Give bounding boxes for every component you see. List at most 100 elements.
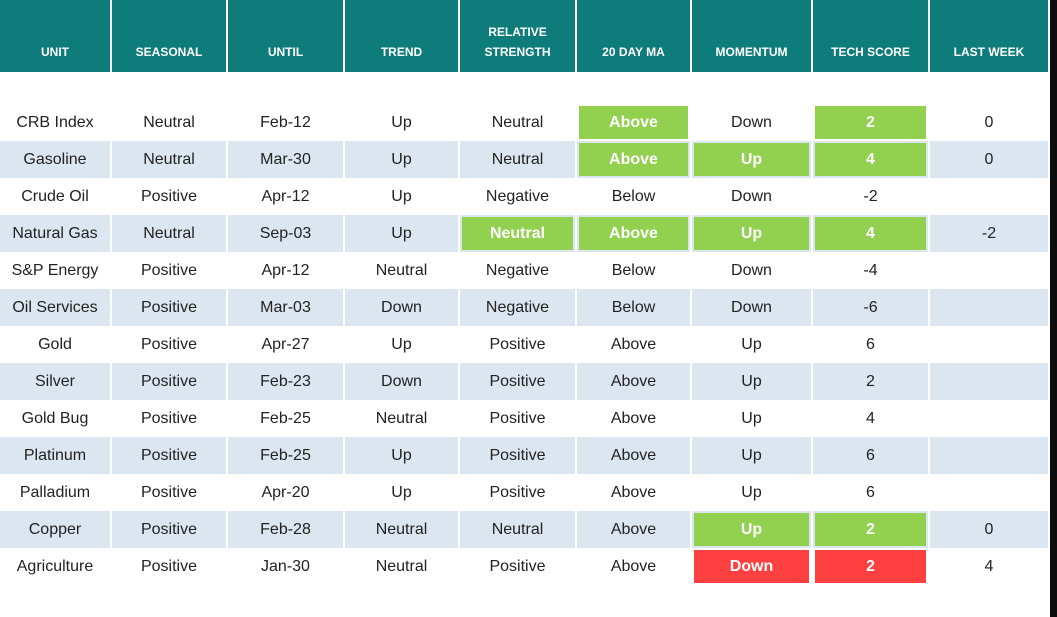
table-cell: Neutral — [345, 511, 460, 548]
highlight-cell: Above — [579, 143, 688, 176]
table-cell: Positive — [112, 363, 228, 400]
table-cell: Negative — [460, 289, 577, 326]
table-cell: S&P Energy — [0, 252, 112, 289]
table-cell: Up — [692, 400, 813, 437]
table-cell: 2 — [813, 548, 930, 585]
table-cell: Positive — [460, 474, 577, 511]
table-cell: Neutral — [345, 252, 460, 289]
table-cell: Down — [345, 363, 460, 400]
table-row: Agriculture Positive Jan-30 Neutral Positive… — [0, 548, 1050, 585]
table-cell: Up — [345, 326, 460, 363]
table-row: Copper Positive Feb-28 Neutral Neutral Above U… — [0, 511, 1050, 548]
table-cell: Positive — [112, 548, 228, 585]
table-cell — [930, 474, 1050, 511]
table-cell: 0 — [930, 141, 1050, 178]
table-cell: Feb-25 — [228, 437, 345, 474]
table-cell: Up — [692, 437, 813, 474]
table-cell: Down — [345, 289, 460, 326]
table-cell: Up — [692, 511, 813, 548]
table-cell: Positive — [112, 400, 228, 437]
table-cell: Positive — [112, 474, 228, 511]
table-cell: -4 — [813, 252, 930, 289]
table-cell: CRB Index — [0, 104, 112, 141]
table-cell: Below — [577, 289, 692, 326]
table-cell: Up — [692, 474, 813, 511]
table-cell: Below — [577, 252, 692, 289]
table-cell: Neutral — [112, 104, 228, 141]
table-cell: 0 — [930, 511, 1050, 548]
table-row: Oil Services Positive Mar-03 Down Negative Be… — [0, 289, 1050, 326]
table-cell: Above — [577, 437, 692, 474]
spacer-cell — [0, 585, 1050, 617]
highlight-cell: Up — [694, 217, 809, 250]
table-cell: Feb-28 — [228, 511, 345, 548]
table-cell — [930, 178, 1050, 215]
table-cell: -6 — [813, 289, 930, 326]
table-cell: Up — [345, 215, 460, 252]
table-cell: Positive — [460, 363, 577, 400]
highlight-cell: Above — [579, 217, 688, 250]
table-cell: Positive — [460, 400, 577, 437]
table-cell — [930, 252, 1050, 289]
table-cell: Above — [577, 363, 692, 400]
table-cell: Up — [692, 215, 813, 252]
table-cell: 0 — [930, 104, 1050, 141]
table-cell: Above — [577, 326, 692, 363]
highlight-cell: 2 — [815, 513, 926, 546]
table-cell: Feb-25 — [228, 400, 345, 437]
column-header: RELATIVE STRENGTH — [460, 0, 577, 72]
table-cell: Gasoline — [0, 141, 112, 178]
column-header: UNTIL — [228, 0, 345, 72]
table-cell: Up — [345, 437, 460, 474]
table-cell: Oil Services — [0, 289, 112, 326]
table-cell: Platinum — [0, 437, 112, 474]
table-cell: Up — [345, 178, 460, 215]
table-cell — [930, 363, 1050, 400]
table-cell: Above — [577, 141, 692, 178]
table-cell: -2 — [813, 178, 930, 215]
table-cell: Up — [345, 141, 460, 178]
table-cell: Up — [345, 474, 460, 511]
table-cell: Negative — [460, 178, 577, 215]
spacer-row — [0, 585, 1050, 617]
table-body: CRB Index Neutral Feb-12 Up Neutral Above Down… — [0, 72, 1050, 617]
table-cell: 2 — [813, 511, 930, 548]
table-cell: Positive — [460, 548, 577, 585]
column-header: TECH SCORE — [813, 0, 930, 72]
table-cell: Neutral — [460, 215, 577, 252]
table-cell — [930, 326, 1050, 363]
table-cell: Above — [577, 511, 692, 548]
table-cell: 6 — [813, 326, 930, 363]
table-cell: Above — [577, 548, 692, 585]
table-cell: Crude Oil — [0, 178, 112, 215]
highlight-cell: 2 — [815, 550, 926, 583]
column-header: MOMENTUM — [692, 0, 813, 72]
table-cell: Above — [577, 215, 692, 252]
table-row: S&P Energy Positive Apr-12 Neutral Negative B… — [0, 252, 1050, 289]
highlight-cell: Up — [694, 513, 809, 546]
table-cell: 4 — [930, 548, 1050, 585]
table-cell: Up — [692, 141, 813, 178]
table-row: Gold Bug Positive Feb-25 Neutral Positive Abo… — [0, 400, 1050, 437]
table-cell: Positive — [112, 326, 228, 363]
table-cell: Sep-03 — [228, 215, 345, 252]
highlight-cell: Down — [694, 550, 809, 583]
highlight-cell: Above — [579, 106, 688, 139]
table-cell: Above — [577, 474, 692, 511]
spacer-row — [0, 72, 1050, 104]
table-row: Gold Positive Apr-27 Up Positive Above Up 6 — [0, 326, 1050, 363]
table-cell: Agriculture — [0, 548, 112, 585]
table-row: CRB Index Neutral Feb-12 Up Neutral Above Down… — [0, 104, 1050, 141]
table-cell: Apr-27 — [228, 326, 345, 363]
highlight-cell: 4 — [815, 143, 926, 176]
table-cell: Down — [692, 252, 813, 289]
table-row: Natural Gas Neutral Sep-03 Up Neutral Above Up… — [0, 215, 1050, 252]
table-cell: Positive — [112, 437, 228, 474]
table-cell: Palladium — [0, 474, 112, 511]
table-cell: Neutral — [460, 104, 577, 141]
table-row: Silver Positive Feb-23 Down Positive Above Up 2 — [0, 363, 1050, 400]
column-header: LAST WEEK — [930, 0, 1050, 72]
table-cell: 2 — [813, 104, 930, 141]
